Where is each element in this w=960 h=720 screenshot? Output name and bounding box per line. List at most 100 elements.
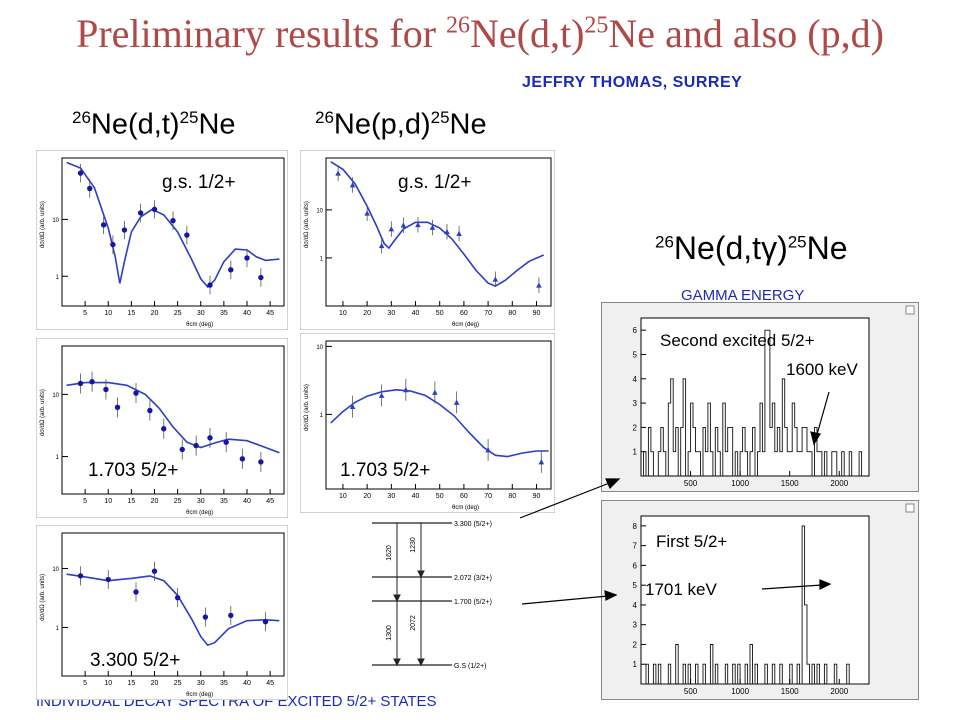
plot-area [61, 157, 285, 307]
x-tick-label: 25 [174, 310, 182, 317]
state-label-dt-3300: 3.300 5/2+ [90, 650, 181, 671]
y-axis-label: dσ/dΩ (arb. units) [40, 389, 46, 436]
transition-arrowhead-1620 [393, 594, 401, 603]
transition-arrowhead-1230 [417, 570, 425, 579]
y-axis-label: dσ/dΩ (arb. units) [40, 574, 46, 621]
window-close-box [905, 503, 915, 513]
x-tick-label: 20 [151, 680, 159, 687]
x-axis-label: θcm (deg) [186, 510, 213, 516]
data-point [147, 407, 153, 414]
data-point [151, 206, 158, 213]
y-tick-label: 2 [633, 423, 638, 432]
window-close-box [905, 305, 915, 315]
x-tick-label: 10 [104, 310, 112, 317]
y-tick-label: 1 [320, 413, 324, 419]
x-tick-label: 50 [436, 310, 444, 317]
data-point [456, 230, 462, 237]
gamma-spectrum-second: 500 1000 1500 2000 1 2 3 4 5 6 [601, 302, 919, 492]
reaction-heading-pd: 26Ne(p,d)25Ne [315, 108, 487, 141]
x-tick-label: 50 [436, 493, 444, 500]
spectrum-title-second: Second excited 5/2+ [660, 331, 815, 350]
state-label-pd-gs: g.s. 1/2+ [398, 172, 472, 193]
x-tick-label: 20 [151, 310, 159, 317]
data-point [258, 459, 264, 465]
data-point [538, 459, 545, 465]
level-label-gs: G.S (1/2+) [454, 663, 486, 670]
data-point [228, 612, 234, 619]
x-tick-label: 40 [412, 493, 420, 500]
y-tick-label: 3 [633, 399, 638, 408]
x-axis-label: θcm (deg) [186, 692, 213, 698]
data-point [388, 226, 395, 232]
x-tick-label: 45 [266, 680, 274, 687]
state-label-dt-gs: g.s. 1/2+ [162, 172, 236, 193]
data-point [228, 267, 234, 273]
spectrum-title-first: First 5/2+ [656, 532, 728, 551]
data-point [453, 399, 460, 405]
x-tick-label: 20 [363, 493, 371, 500]
x-tick-label: 30 [197, 310, 205, 317]
x-tick-label: 35 [220, 498, 228, 505]
y-tick-label: 6 [633, 326, 638, 335]
x-tick-label: 40 [243, 310, 251, 317]
x-tick-label: 90 [533, 493, 541, 500]
plot-area [325, 157, 552, 307]
x-tick-label: 5 [83, 680, 87, 687]
data-point [161, 426, 167, 432]
x-tick-label: 35 [220, 310, 228, 317]
x-tick-label: 10 [104, 498, 112, 505]
data-point [429, 224, 436, 230]
y-tick-label: 2 [633, 640, 638, 649]
data-point [262, 619, 269, 625]
level-label-3300: 3.300 (5/2+) [454, 521, 492, 528]
x-tick-label: 10 [339, 310, 347, 317]
data-point [378, 242, 385, 249]
data-point [202, 614, 209, 620]
page-title: Preliminary results for 26Ne(d,t)25Ne an… [76, 11, 884, 56]
x-tick-label: 2000 [830, 479, 848, 488]
reaction-heading-dtg: 26Ne(d,tγ)25Ne [655, 230, 848, 266]
data-point [223, 439, 229, 445]
theory-curve [330, 161, 545, 287]
y-tick-label: 5 [633, 350, 638, 359]
data-point [184, 232, 190, 238]
data-point [193, 442, 199, 449]
plot-dt-gs: 5 10 15 20 25 30 35 40 45 1 10 θcm (deg) dσ/dΩ (arb.… [36, 150, 288, 330]
y-axis-label: dσ/dΩ (arb. units) [304, 201, 310, 248]
level-label-2072: 2.072 (3/2+) [454, 575, 492, 582]
y-tick-label: 3 [633, 621, 638, 630]
y-tick-label: 10 [52, 567, 59, 573]
panel-frame [36, 525, 288, 700]
data-point [151, 568, 158, 574]
x-tick-label: 35 [220, 680, 228, 687]
y-tick-label: 4 [633, 375, 638, 384]
y-tick-label: 10 [316, 345, 323, 351]
x-tick-label: 15 [127, 310, 135, 317]
data-point [121, 227, 128, 233]
panel-frame [36, 150, 288, 330]
plot-pd-gs: 10 20 30 40 50 60 70 80 90 1 10 θcm (deg) dσ/dΩ (arb… [300, 150, 555, 330]
data-point [137, 210, 144, 216]
plot-pd-1703: 10 20 30 40 50 60 70 80 90 1 10 θcm (deg) dσ/dΩ (arb… [300, 333, 555, 513]
data-point [485, 447, 491, 453]
data-point [415, 221, 421, 228]
data-point [170, 217, 176, 224]
x-tick-label: 10 [104, 680, 112, 687]
data-point [364, 210, 370, 216]
y-tick-label: 10 [52, 393, 59, 399]
x-tick-label: 25 [174, 680, 182, 687]
plot-dt-1703: 5 10 15 20 25 30 35 40 45 1 10 θcm (deg) dσ/dΩ (arb.… [36, 338, 288, 518]
x-tick-label: 20 [151, 498, 159, 505]
data-point [403, 386, 409, 393]
data-point [87, 185, 93, 192]
histogram-line [641, 525, 864, 685]
author-credit: JEFFRY THOMAS, SURREY [522, 74, 743, 91]
y-tick-label: 4 [633, 601, 638, 610]
y-tick-label: 8 [633, 522, 638, 531]
x-tick-label: 45 [266, 310, 274, 317]
level-scheme: 3.300 (5/2+) 2.072 (3/2+) 1.700 (5/2+) G… [372, 521, 492, 670]
data-point [110, 241, 116, 248]
plot-area [61, 532, 285, 677]
y-tick-label: 1 [56, 275, 60, 281]
y-tick-label: 5 [633, 581, 638, 590]
